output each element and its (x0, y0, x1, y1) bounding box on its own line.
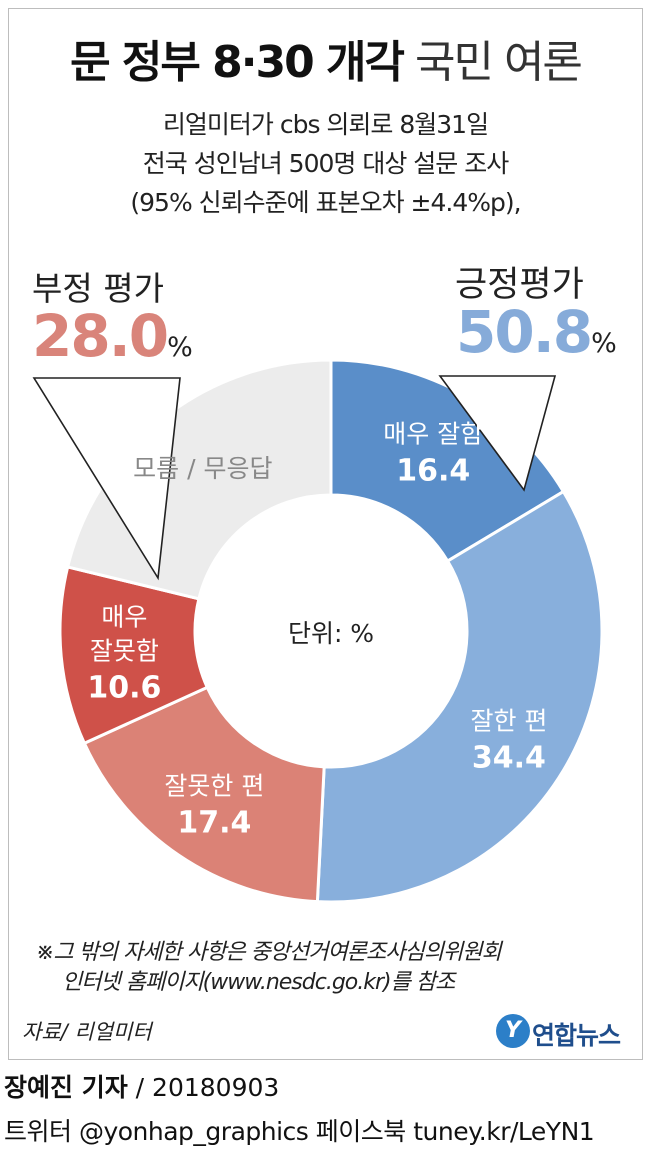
negative-callout-pointer (32, 377, 181, 581)
slice-label-3-line-1: 잘못함 (90, 637, 159, 666)
note-line-2: 인터넷 홈페이지(www.nesdc.go.kr)를 참조 (62, 970, 455, 995)
logo-mark-icon: Y (496, 1014, 530, 1048)
slice-value-0: 16.4 (396, 453, 470, 488)
donut-slice-1 (315, 489, 604, 904)
positive-summary-value: 50.8% (456, 298, 617, 366)
donut-slice-0 (329, 358, 566, 564)
note-line-1: ※그 밖의 자세한 사항은 중앙선거여론조사심의위원회 (36, 940, 502, 965)
social-links: 트위터 @yonhap_graphics 페이스북 tuney.kr/LeYN1 (4, 1117, 595, 1146)
positive-summary-label: 긍정평가 (455, 265, 584, 305)
donut-slice-2 (82, 685, 326, 904)
slice-label-2-line-0: 잘못한 편 (164, 772, 264, 801)
subtitle-line-3: (95% 신뢰수준에 표본오차 ±4.4%p), (130, 188, 521, 217)
slice-value-2: 17.4 (177, 806, 251, 841)
slice-label-0-line-0: 매우 잘함 (383, 419, 483, 448)
negative-summary-label: 부정 평가 (32, 269, 164, 308)
reporter-name: 장예진 기자 (4, 1073, 128, 1102)
title-sub: 국민 여론 (415, 37, 583, 88)
positive-summary-unit: % (591, 328, 617, 359)
negative-summary-value: 28.0% (32, 302, 193, 370)
yonhap-logo: Y 연합뉴스 (496, 1012, 636, 1052)
center-unit-label: 단위: % (288, 619, 374, 648)
negative-summary-unit: % (167, 332, 193, 363)
source-label: 자료/ 리얼미터 (22, 1020, 152, 1044)
page-title: 문 정부 8·30 개각 국민 여론 (0, 26, 651, 90)
slice-label-4-line-0: 모름 / 무응답 (133, 454, 272, 483)
byline-date: / 20180903 (135, 1073, 280, 1102)
slice-label-1-line-0: 잘한 편 (470, 707, 547, 736)
slice-label-3-line-0: 매우 (101, 603, 147, 632)
subtitle-line-2: 전국 성인남녀 500명 대상 설문 조사 (142, 149, 509, 178)
slice-value-3: 10.6 (87, 671, 161, 706)
subtitle-line-1: 리얼미터가 cbs 의뢰로 8월31일 (162, 110, 489, 139)
byline: 장예진 기자 / 20180903 (4, 1068, 279, 1104)
slice-value-1: 34.4 (472, 741, 546, 776)
negative-summary-number: 28.0 (32, 302, 169, 370)
title-main: 문 정부 8·30 개각 (70, 37, 405, 88)
logo-text: 연합뉴스 (532, 1021, 621, 1050)
positive-callout-pointer (438, 375, 557, 492)
positive-summary-number: 50.8 (456, 298, 593, 366)
